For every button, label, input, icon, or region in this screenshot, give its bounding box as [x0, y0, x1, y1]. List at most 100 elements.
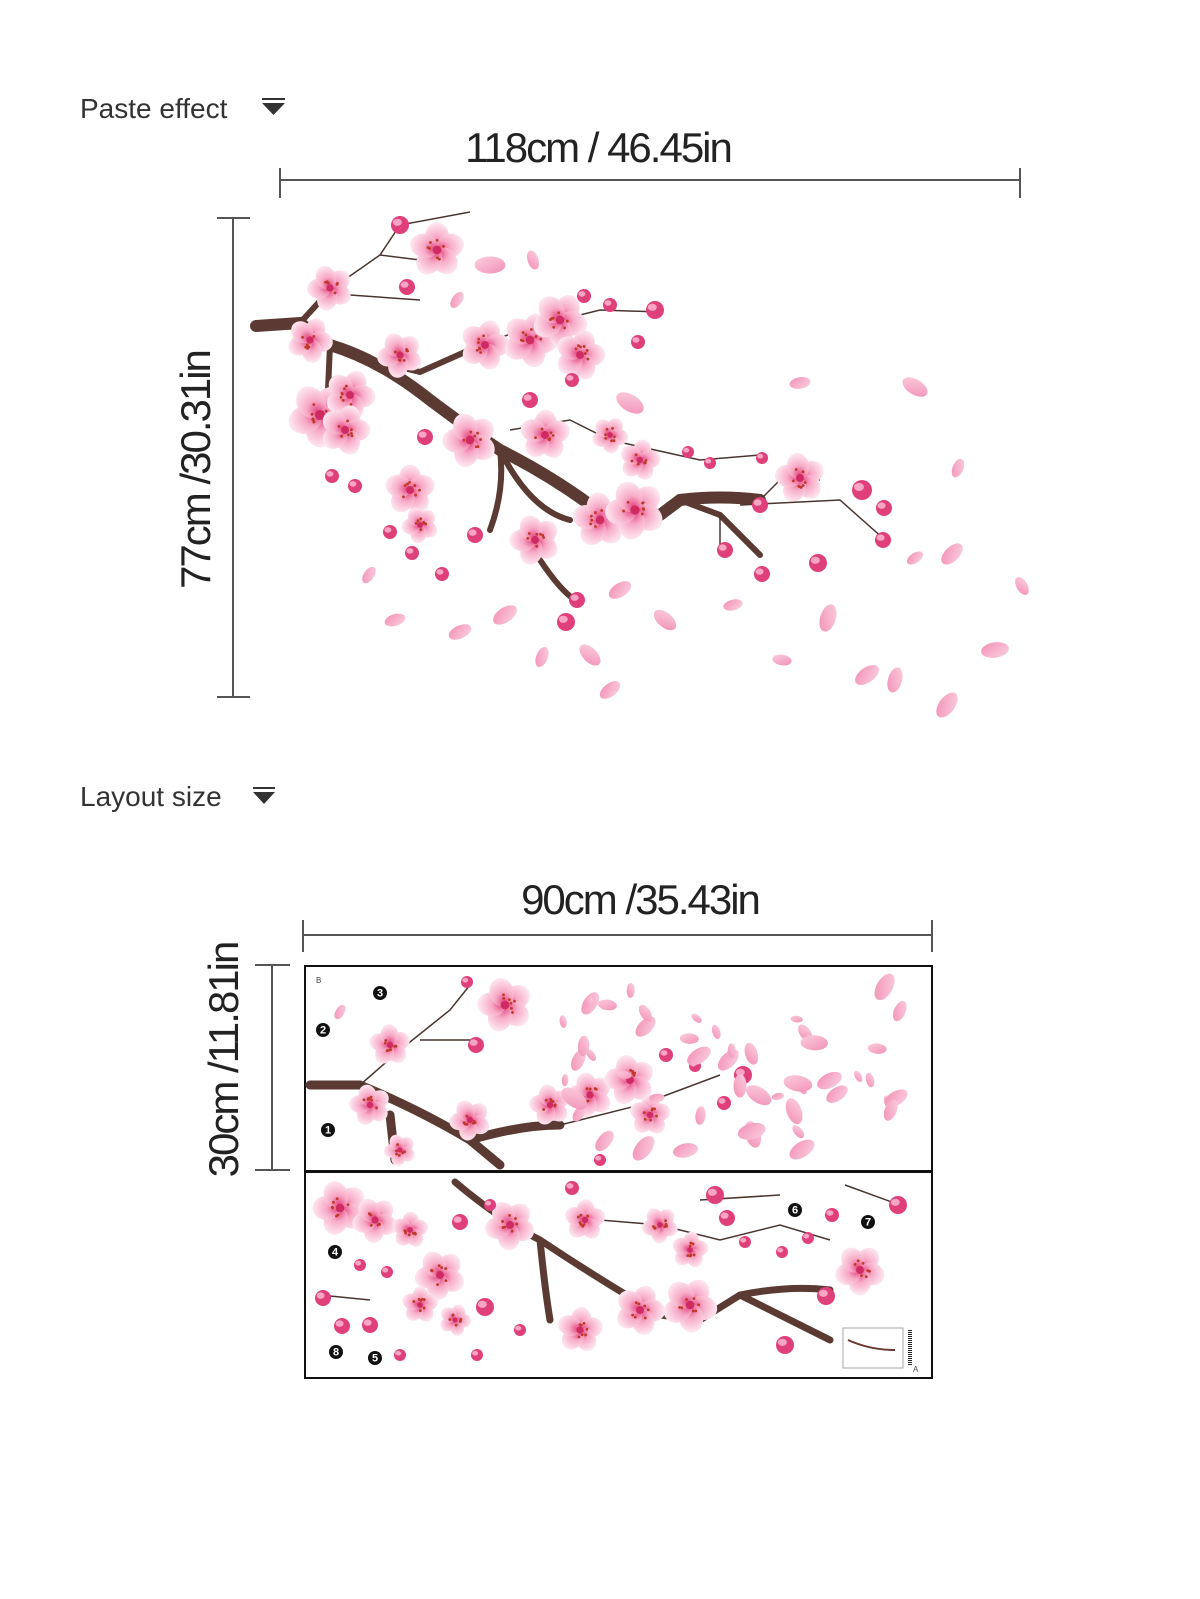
bud-highlight — [453, 1216, 462, 1223]
flower-center — [607, 432, 613, 438]
petal — [687, 1046, 711, 1066]
stamen — [437, 1264, 441, 1268]
marker-dot — [368, 1351, 382, 1365]
flower-center — [432, 245, 442, 255]
petal — [649, 1093, 665, 1103]
stamen — [565, 319, 569, 323]
stamen — [634, 453, 638, 457]
stamen — [513, 999, 516, 1003]
flower — [440, 1304, 472, 1336]
stamen — [312, 334, 316, 338]
stamen — [424, 522, 428, 526]
petal — [771, 1092, 785, 1101]
flower-center — [417, 522, 423, 528]
blossom-stickers — [312, 973, 908, 1361]
petal — [384, 613, 406, 627]
stamen — [462, 438, 466, 442]
petal — [323, 1181, 349, 1210]
marker-dot — [328, 1245, 342, 1259]
flower-center — [341, 426, 349, 434]
dimension-label: 90cm /35.43in — [521, 876, 759, 923]
bud-highlight — [395, 1350, 402, 1356]
stamen — [590, 518, 594, 522]
stamen — [404, 1230, 408, 1234]
stamen — [604, 433, 608, 437]
petal — [902, 377, 928, 397]
stamen — [641, 501, 644, 505]
stamen — [799, 485, 803, 489]
stamen — [521, 339, 525, 343]
flower-center — [407, 1227, 413, 1233]
bud-highlight — [707, 1188, 717, 1196]
stamen — [324, 280, 327, 284]
bud-highlight — [566, 375, 574, 381]
bud-highlight — [472, 1350, 479, 1356]
stamen — [664, 1219, 668, 1223]
stamen — [501, 1226, 505, 1229]
stamen — [540, 427, 544, 431]
petal — [535, 646, 549, 668]
petal — [800, 1035, 828, 1051]
stamen — [459, 1317, 463, 1321]
flower — [485, 1201, 535, 1251]
flower — [835, 1247, 885, 1296]
bud-highlight — [818, 1289, 828, 1297]
flower — [617, 1285, 666, 1335]
stamen — [685, 1298, 688, 1301]
petal — [474, 256, 506, 274]
stamen — [389, 1048, 393, 1052]
stamen — [414, 521, 418, 525]
flower-center — [481, 341, 489, 349]
stamen — [349, 403, 353, 406]
stamen — [644, 458, 648, 462]
bud-highlight — [803, 1233, 810, 1239]
stamen — [642, 1111, 646, 1115]
stamen — [416, 519, 420, 523]
stamen — [534, 335, 538, 338]
stamen — [333, 291, 337, 295]
flower — [509, 515, 558, 565]
stamen — [539, 337, 543, 341]
stamen — [580, 1333, 584, 1337]
petal — [615, 481, 643, 513]
sheet-letter: B — [316, 976, 321, 985]
stamen — [535, 532, 539, 536]
stamen — [350, 428, 353, 432]
stamen — [469, 430, 473, 434]
bud-highlight — [349, 481, 357, 487]
dimension-line — [255, 920, 933, 1171]
stamen — [593, 511, 597, 514]
flower-center — [555, 315, 565, 325]
flower-center — [586, 1091, 594, 1099]
stamen — [630, 459, 634, 463]
stamen — [350, 432, 353, 435]
stamen — [331, 1206, 335, 1210]
stamen — [429, 241, 432, 244]
flower — [401, 507, 438, 544]
stamen — [563, 326, 567, 330]
flower-center — [576, 1326, 584, 1334]
bud-highlight — [436, 569, 444, 575]
petal — [941, 543, 963, 565]
stamen — [626, 500, 630, 504]
petal — [402, 1293, 422, 1311]
petal — [792, 1125, 805, 1139]
stamen — [412, 1300, 416, 1303]
petal — [384, 333, 406, 357]
stamen — [477, 346, 481, 350]
stamen — [301, 335, 304, 339]
flower — [774, 452, 824, 502]
stamen — [529, 328, 533, 331]
stamen — [444, 1279, 448, 1283]
petal — [558, 1315, 582, 1336]
stamen — [535, 544, 539, 548]
flower-center — [856, 1266, 864, 1274]
flower-center — [657, 1222, 663, 1228]
bud-highlight — [854, 483, 864, 491]
flower — [604, 1055, 653, 1105]
stamen — [691, 1242, 695, 1246]
stamen — [339, 396, 343, 399]
petal — [711, 1024, 721, 1039]
marker-dot — [788, 1203, 802, 1217]
stamen — [407, 1233, 411, 1237]
